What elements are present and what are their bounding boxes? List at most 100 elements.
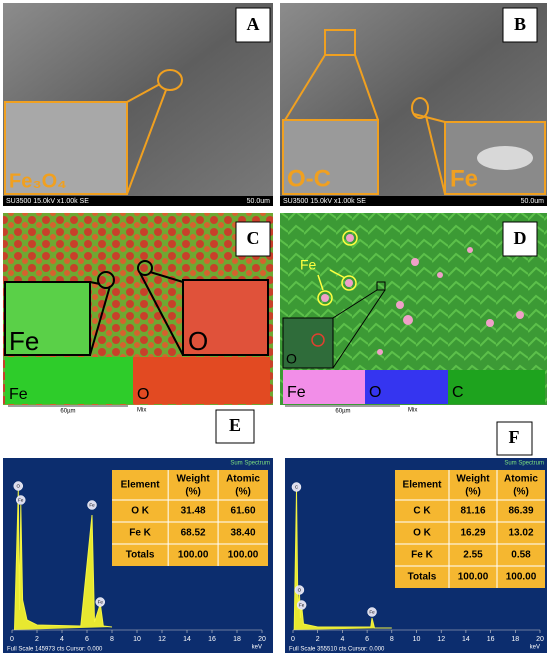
x-tick-label: 14 bbox=[462, 636, 470, 643]
zoom-circle bbox=[311, 333, 325, 347]
table-header: Atomic bbox=[504, 474, 538, 485]
inset-label: Fe₃O₄ bbox=[9, 170, 67, 192]
table-cell: 0.58 bbox=[511, 550, 531, 561]
x-tick-label: 20 bbox=[536, 636, 544, 643]
table-cell: 31.48 bbox=[181, 506, 206, 517]
table-cell: 100.00 bbox=[458, 572, 489, 583]
peak-label: Fe bbox=[18, 498, 24, 503]
x-unit: keV bbox=[252, 645, 262, 651]
table-cell: Totals bbox=[408, 572, 437, 583]
panel-label: F bbox=[509, 427, 520, 447]
zoom-square bbox=[376, 281, 386, 291]
x-tick-label: 16 bbox=[208, 636, 216, 643]
inset-label: Fe bbox=[9, 326, 39, 356]
panel-label-box bbox=[502, 221, 538, 257]
table-header: (%) bbox=[465, 487, 481, 498]
particles bbox=[321, 234, 524, 355]
zoom-square bbox=[324, 29, 356, 56]
element-map bbox=[5, 357, 133, 404]
table-cell: 86.39 bbox=[508, 506, 533, 517]
peak-label: Fe bbox=[369, 610, 375, 615]
table-cell: 100.00 bbox=[506, 572, 537, 583]
peak-label: C bbox=[295, 485, 299, 490]
scale-text: 50.0um bbox=[247, 198, 271, 205]
inset bbox=[182, 279, 269, 356]
peak-marker bbox=[294, 585, 305, 595]
spectrum-footer: Full Scale 145973 cts Cursor: 0.000 bbox=[7, 647, 103, 653]
element-label: Fe bbox=[287, 384, 306, 401]
table-bg bbox=[112, 470, 268, 566]
scale-text: 60µm bbox=[60, 409, 75, 415]
table-cell: 13.02 bbox=[508, 528, 533, 539]
inset bbox=[282, 317, 334, 369]
info-text: SU3500 15.0kV x1.00k SE bbox=[6, 198, 89, 205]
panel-label-box bbox=[235, 7, 271, 43]
marker-circles bbox=[317, 230, 358, 306]
table-cell: Totals bbox=[126, 550, 155, 561]
peak-marker bbox=[87, 500, 97, 510]
element-map bbox=[448, 370, 545, 404]
x-tick-label: 2 bbox=[316, 636, 320, 643]
table-header: (%) bbox=[185, 487, 201, 498]
zoom-lines bbox=[126, 83, 167, 195]
inset bbox=[4, 101, 128, 195]
element-map bbox=[365, 370, 448, 404]
peak-marker bbox=[13, 481, 23, 491]
x-tick-label: 12 bbox=[158, 636, 166, 643]
table-header: (%) bbox=[513, 487, 529, 498]
spectrum-title: Sum Spectrum bbox=[504, 461, 544, 467]
table-cell: Fe K bbox=[129, 528, 151, 539]
peak-marker bbox=[367, 607, 377, 617]
x-tick-label: 20 bbox=[258, 636, 266, 643]
mode-text: Mix bbox=[408, 408, 417, 414]
table-cell: 81.16 bbox=[460, 506, 485, 517]
element-map bbox=[133, 357, 270, 404]
panel-label: C bbox=[247, 228, 260, 248]
x-tick-label: 12 bbox=[437, 636, 445, 643]
peak-label: Fe bbox=[98, 600, 104, 605]
scale-text: 60µm bbox=[335, 409, 350, 415]
x-tick-label: 2 bbox=[35, 636, 39, 643]
table-cell: 2.55 bbox=[463, 550, 483, 561]
table-bg bbox=[395, 470, 545, 588]
x-tick-label: 16 bbox=[487, 636, 495, 643]
inset-label: O bbox=[286, 351, 297, 367]
zoom-lines bbox=[89, 271, 184, 356]
table-cell: 100.00 bbox=[178, 550, 209, 561]
x-tick-label: 4 bbox=[340, 636, 344, 643]
table-header: Element bbox=[121, 480, 161, 491]
zoom-lines bbox=[332, 289, 386, 369]
element-label: Fe bbox=[9, 386, 28, 403]
info-text: SU3500 15.0kV x1.00k SE bbox=[283, 198, 366, 205]
panel-label-box bbox=[502, 7, 538, 43]
info-bar bbox=[3, 196, 273, 206]
table-header: (%) bbox=[235, 487, 251, 498]
x-tick-label: 18 bbox=[233, 636, 241, 643]
peak-marker bbox=[16, 495, 26, 505]
table-cell: 61.60 bbox=[231, 506, 256, 517]
peak-label: Fe bbox=[89, 503, 95, 508]
table-header: Weight bbox=[456, 474, 490, 485]
peak-label: O bbox=[298, 588, 302, 593]
table-cell: C K bbox=[413, 506, 431, 517]
info-bar bbox=[280, 196, 547, 206]
element-label: O bbox=[137, 386, 149, 403]
table-cell: 68.52 bbox=[181, 528, 206, 539]
panel-label-box bbox=[235, 221, 271, 257]
x-tick-label: 8 bbox=[110, 636, 114, 643]
table-cell: 16.29 bbox=[460, 528, 485, 539]
panel-label: B bbox=[514, 14, 526, 34]
particle bbox=[477, 146, 533, 170]
panel-label-box bbox=[215, 409, 255, 444]
peak-label: O bbox=[16, 484, 20, 489]
zoom-lines bbox=[284, 54, 446, 195]
table-cell: O K bbox=[131, 506, 150, 517]
zoom-circle bbox=[137, 260, 153, 276]
peak-marker bbox=[95, 597, 105, 607]
scale-text: 50.0um bbox=[521, 198, 545, 205]
x-tick-label: 8 bbox=[390, 636, 394, 643]
element-label: O bbox=[369, 384, 381, 401]
x-tick-label: 14 bbox=[183, 636, 191, 643]
